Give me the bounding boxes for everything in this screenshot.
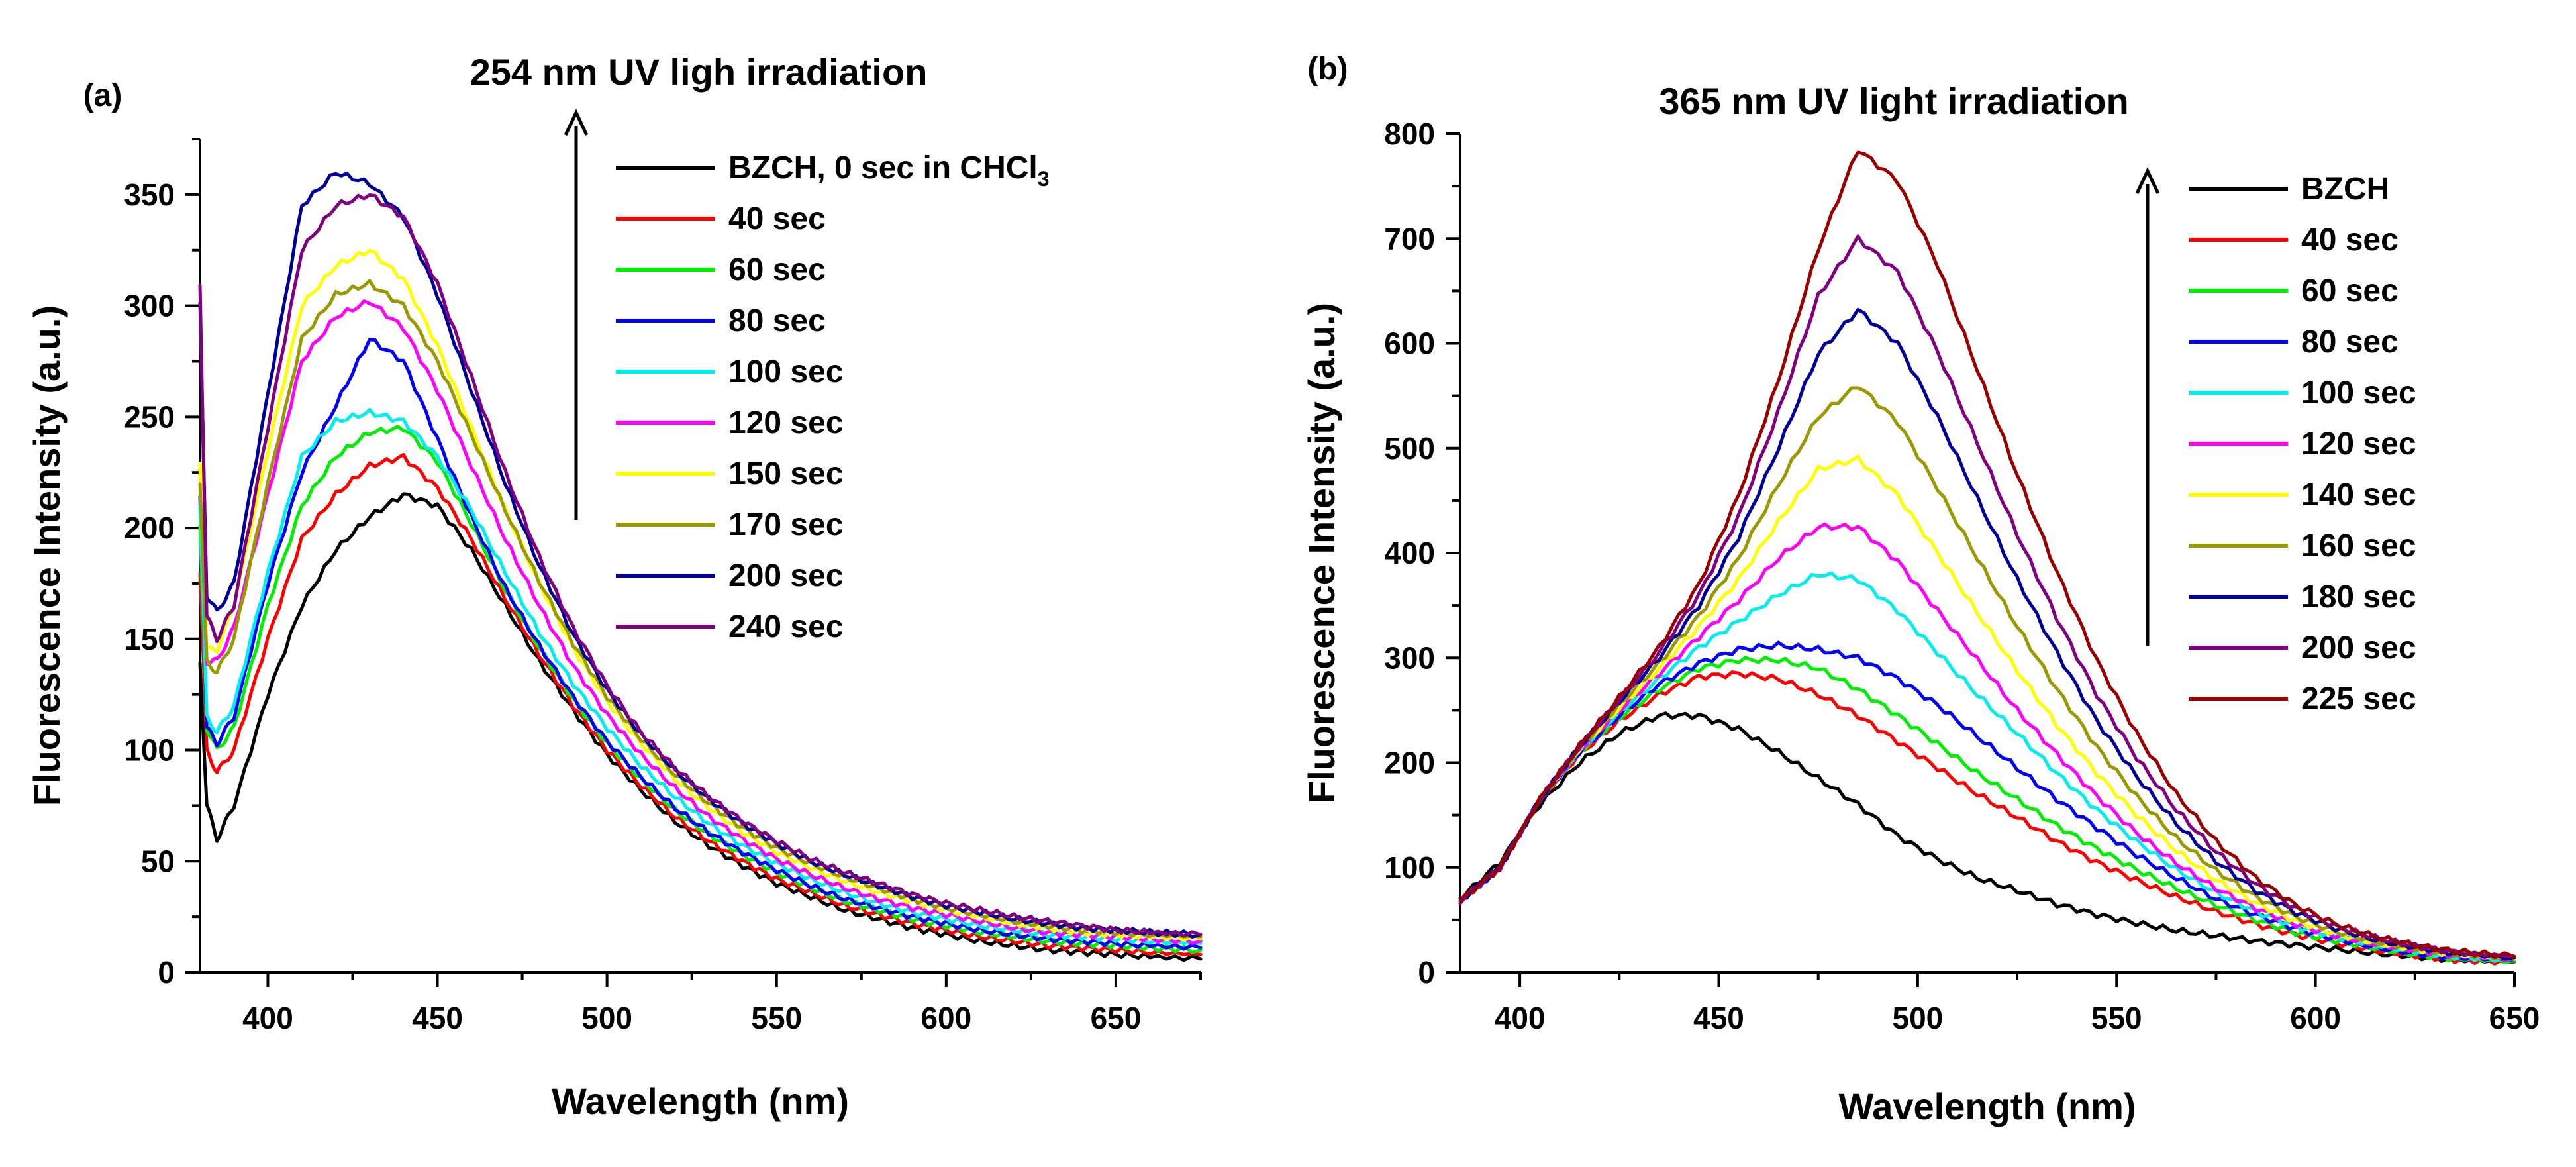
legend-label: 80 sec	[728, 303, 826, 338]
y-tick-label: 500	[1384, 431, 1435, 466]
y-tick-label: 50	[141, 844, 175, 878]
x-tick-label: 500	[581, 1001, 632, 1035]
y-tick-label: 200	[124, 511, 175, 545]
panel-label: (b)	[1307, 52, 1348, 87]
legend-label: 140 sec	[2301, 478, 2416, 513]
y-axis-label: Fluorescence Intensity (a.u.)	[1301, 303, 1342, 803]
legend-label: 225 sec	[2301, 682, 2416, 717]
x-tick-label: 600	[2290, 1001, 2341, 1035]
x-tick-label: 550	[751, 1001, 802, 1035]
x-tick-label: 550	[2091, 1001, 2142, 1035]
x-tick-label: 450	[412, 1001, 463, 1035]
legend-label-subscript: 3	[1038, 167, 1050, 191]
series-line	[198, 299, 1203, 945]
legend-label: 170 sec	[728, 507, 844, 542]
x-tick-label: 500	[1892, 1001, 1943, 1035]
y-tick-label: 0	[1418, 955, 1435, 989]
series-line	[198, 338, 1203, 951]
legend-label: 40 sec	[2301, 223, 2399, 258]
legend-label: 120 sec	[728, 405, 844, 440]
panel-label: (a)	[83, 78, 123, 113]
legend-label: 240 sec	[728, 609, 844, 644]
legend-label: BZCH, 0 sec in CHCl3	[728, 150, 1050, 191]
y-tick-label: 400	[1384, 536, 1435, 570]
series-line	[198, 249, 1203, 942]
trend-arrow-head	[564, 109, 589, 136]
x-axis-label: Wavelength (nm)	[1838, 1086, 2136, 1127]
legend-label: 120 sec	[2301, 427, 2416, 462]
x-tick-label: 400	[242, 1001, 293, 1035]
trend-arrow-head	[2135, 167, 2160, 195]
legend-label: 40 sec	[728, 201, 826, 236]
series-line	[198, 453, 1203, 956]
y-tick-label: 700	[1384, 221, 1435, 256]
legend-label: 150 sec	[728, 456, 844, 491]
legend-label: 60 sec	[728, 252, 826, 287]
legend-label: 80 sec	[2301, 325, 2399, 360]
y-axis-label: Fluorescence Intensity (a.u.)	[26, 305, 68, 806]
legend-label: 180 sec	[2301, 580, 2416, 615]
legend-label: 200 sec	[2301, 631, 2416, 666]
series-line	[198, 193, 1203, 938]
y-tick-label: 800	[1384, 117, 1435, 151]
legend-label: 160 sec	[2301, 529, 2416, 564]
series-line	[1458, 386, 2516, 961]
series-line	[1458, 571, 2516, 964]
legend-label: BZCH	[2301, 172, 2389, 207]
series-line	[198, 425, 1203, 954]
series-line	[1458, 150, 2516, 960]
x-tick-label: 650	[2489, 1001, 2540, 1035]
y-tick-label: 0	[158, 955, 175, 989]
series-line	[198, 408, 1203, 945]
legend-label: 60 sec	[2301, 274, 2399, 309]
y-tick-label: 350	[124, 178, 175, 212]
chart-title: 365 nm UV light irradiation	[1659, 80, 2128, 122]
x-tick-label: 600	[920, 1001, 971, 1035]
x-tick-label: 450	[1693, 1001, 1744, 1035]
y-tick-label: 100	[1384, 850, 1435, 885]
y-tick-label: 300	[1384, 640, 1435, 675]
y-tick-label: 150	[124, 622, 175, 656]
y-tick-label: 300	[124, 289, 175, 323]
x-tick-label: 650	[1091, 1001, 1142, 1035]
y-tick-label: 600	[1384, 327, 1435, 361]
legend-label: 100 sec	[728, 354, 844, 389]
panel-b: (b) 365 nm UV light irradiation 400 450 500 5…	[1301, 52, 2540, 1127]
series-line	[1458, 670, 2516, 966]
series-line	[1458, 711, 2516, 964]
series-line	[198, 492, 1203, 962]
legend-label: 100 sec	[2301, 376, 2416, 411]
chart-title: 254 nm UV ligh irradiation	[470, 51, 928, 93]
y-tick-label: 100	[124, 733, 175, 768]
x-tick-label: 400	[1495, 1001, 1546, 1035]
x-axis-label: Wavelength (nm)	[552, 1080, 849, 1122]
legend-label: 200 sec	[728, 558, 844, 593]
y-tick-label: 250	[124, 399, 175, 434]
y-tick-label: 200	[1384, 746, 1435, 780]
